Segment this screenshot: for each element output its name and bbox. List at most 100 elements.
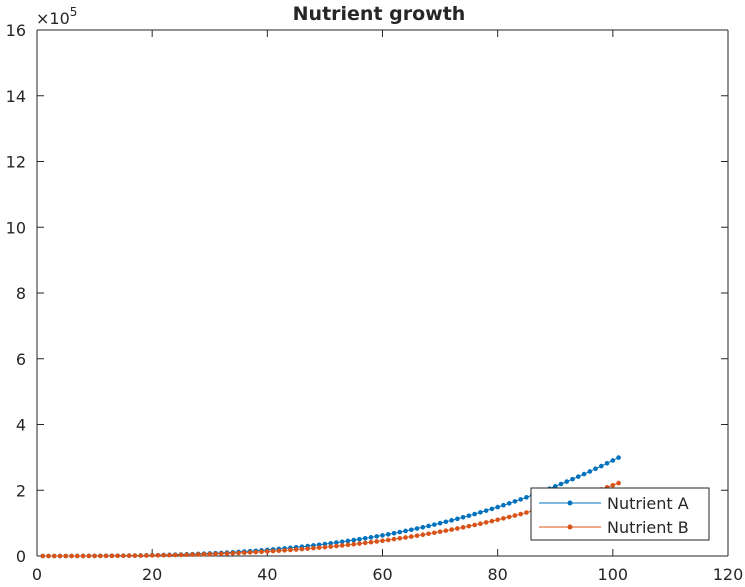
y-tick-label: 2 — [16, 481, 26, 500]
data-point — [92, 553, 97, 559]
y-tick-label: 4 — [16, 416, 26, 435]
data-point — [506, 501, 512, 506]
data-point — [357, 536, 362, 542]
data-point — [524, 510, 529, 515]
data-point — [420, 532, 426, 538]
data-point — [167, 552, 172, 558]
data-point — [368, 535, 374, 540]
data-point — [270, 548, 276, 554]
data-point — [426, 523, 431, 529]
data-point — [293, 547, 299, 552]
data-point — [184, 552, 190, 558]
data-point — [236, 550, 241, 556]
data-point — [391, 536, 397, 542]
data-point — [466, 523, 472, 529]
data-point — [518, 511, 523, 517]
data-point — [207, 551, 213, 557]
data-point — [276, 548, 282, 554]
data-point — [478, 521, 483, 527]
data-point — [408, 534, 414, 539]
x-tick-label: 60 — [372, 565, 392, 584]
data-point — [581, 471, 587, 477]
data-point — [357, 541, 362, 546]
data-point — [138, 553, 143, 558]
data-point — [195, 552, 201, 557]
data-point — [443, 528, 449, 533]
chart-title: Nutrient growth — [293, 3, 466, 25]
data-point — [328, 541, 333, 546]
data-point — [299, 546, 305, 552]
data-point — [385, 532, 391, 537]
data-point — [455, 526, 460, 531]
data-point — [362, 536, 368, 541]
legend-label: Nutrient A — [607, 494, 689, 513]
data-point — [518, 497, 523, 502]
legend: Nutrient A Nutrient B — [530, 487, 710, 541]
data-point — [316, 545, 322, 550]
data-point — [218, 551, 224, 556]
data-point — [374, 539, 380, 544]
x-tick-label: 120 — [713, 565, 744, 584]
data-point — [253, 549, 259, 555]
y-tick-label: 12 — [6, 153, 26, 172]
data-point — [345, 542, 351, 548]
data-point — [288, 547, 293, 553]
data-point — [103, 553, 109, 559]
data-point — [489, 506, 495, 512]
data-point — [374, 534, 380, 539]
data-point — [437, 520, 443, 526]
y-exponent-base: ×10 — [36, 9, 70, 28]
y-tick-label: 16 — [6, 21, 26, 40]
data-point — [616, 455, 621, 460]
data-point — [524, 495, 529, 500]
y-tick-label: 6 — [16, 350, 26, 369]
data-point — [282, 548, 287, 553]
data-point — [587, 469, 593, 474]
data-point — [265, 549, 270, 554]
data-point — [380, 533, 385, 538]
data-point — [63, 553, 69, 559]
legend-swatch-marker — [567, 500, 573, 506]
legend-label: Nutrient B — [607, 518, 689, 537]
data-point — [213, 551, 218, 557]
data-point — [311, 545, 316, 551]
data-point — [351, 537, 357, 543]
data-point — [201, 551, 207, 557]
legend-box — [530, 487, 710, 541]
data-point — [443, 519, 449, 525]
x-tick-label: 80 — [487, 565, 507, 584]
data-point — [483, 508, 489, 513]
data-point — [506, 514, 512, 520]
data-point — [190, 552, 195, 557]
y-tick-label: 8 — [16, 284, 26, 303]
x-tick-label: 20 — [142, 565, 162, 584]
data-point — [149, 553, 155, 558]
data-point — [570, 476, 575, 482]
data-point — [242, 550, 247, 555]
data-point — [414, 533, 420, 538]
data-point — [460, 514, 466, 520]
data-point — [362, 540, 368, 546]
data-point — [472, 511, 477, 517]
data-point — [512, 513, 518, 518]
data-point — [455, 516, 460, 522]
data-point — [449, 518, 454, 523]
data-point — [172, 552, 178, 558]
data-point — [259, 549, 264, 555]
data-point — [397, 529, 403, 535]
data-point — [345, 538, 351, 544]
data-point — [564, 479, 570, 484]
data-point — [368, 539, 374, 545]
legend-swatch-marker — [567, 524, 573, 530]
data-point — [403, 528, 408, 534]
data-point — [432, 530, 437, 536]
data-point — [449, 527, 454, 532]
x-tick-label: 40 — [257, 565, 277, 584]
data-point — [339, 543, 345, 548]
y-exponent-power: 5 — [70, 5, 78, 19]
data-point — [466, 513, 472, 518]
data-point — [40, 553, 46, 559]
data-point — [489, 518, 495, 524]
data-point — [610, 458, 616, 463]
data-point — [483, 520, 489, 525]
